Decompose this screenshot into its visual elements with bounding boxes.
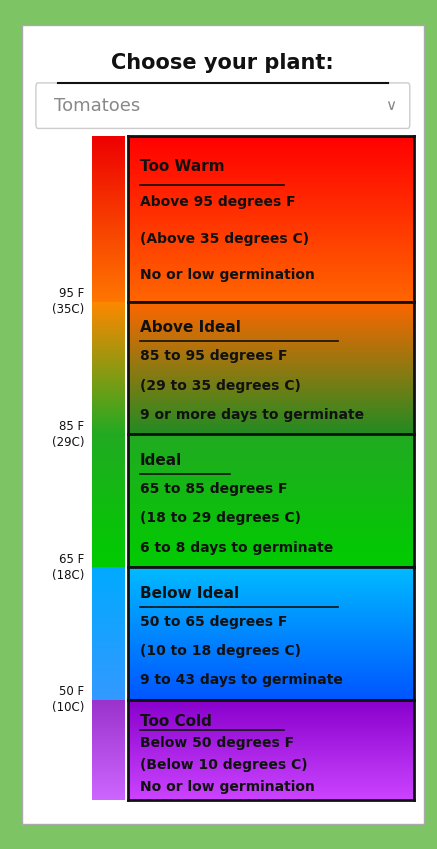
Text: ∨: ∨ — [385, 98, 396, 113]
Text: Tomatoes: Tomatoes — [54, 97, 140, 115]
Text: Ideal: Ideal — [140, 453, 182, 468]
FancyBboxPatch shape — [36, 83, 410, 128]
Text: 65 F
(18C): 65 F (18C) — [52, 553, 84, 582]
Text: Too Cold: Too Cold — [140, 714, 212, 729]
Text: 85 F
(29C): 85 F (29C) — [52, 420, 84, 449]
Text: 6 to 8 days to germinate: 6 to 8 days to germinate — [140, 541, 333, 554]
Text: Too Warm: Too Warm — [140, 159, 225, 174]
Text: 85 to 95 degrees F: 85 to 95 degrees F — [140, 350, 287, 363]
Text: No or low germination: No or low germination — [140, 268, 315, 283]
Text: (Above 35 degrees C): (Above 35 degrees C) — [140, 232, 309, 246]
Text: No or low germination: No or low germination — [140, 779, 315, 794]
Text: 50 to 65 degrees F: 50 to 65 degrees F — [140, 615, 287, 629]
Text: Above Ideal: Above Ideal — [140, 320, 241, 335]
Text: (18 to 29 degrees C): (18 to 29 degrees C) — [140, 511, 301, 526]
Text: (29 to 35 degrees C): (29 to 35 degrees C) — [140, 379, 301, 392]
Text: (10 to 18 degrees C): (10 to 18 degrees C) — [140, 644, 301, 658]
Text: 95 F
(35C): 95 F (35C) — [52, 287, 84, 316]
Text: (Below 10 degrees C): (Below 10 degrees C) — [140, 758, 308, 772]
Text: Above 95 degrees F: Above 95 degrees F — [140, 195, 295, 210]
Text: 50 F
(10C): 50 F (10C) — [52, 685, 84, 715]
Text: 65 to 85 degrees F: 65 to 85 degrees F — [140, 482, 287, 496]
Text: Below 50 degrees F: Below 50 degrees F — [140, 736, 294, 750]
Text: 9 to 43 days to germinate: 9 to 43 days to germinate — [140, 673, 343, 688]
Text: 9 or more days to germinate: 9 or more days to germinate — [140, 408, 364, 422]
Text: Below Ideal: Below Ideal — [140, 586, 239, 601]
Text: Choose your plant:: Choose your plant: — [111, 53, 334, 73]
